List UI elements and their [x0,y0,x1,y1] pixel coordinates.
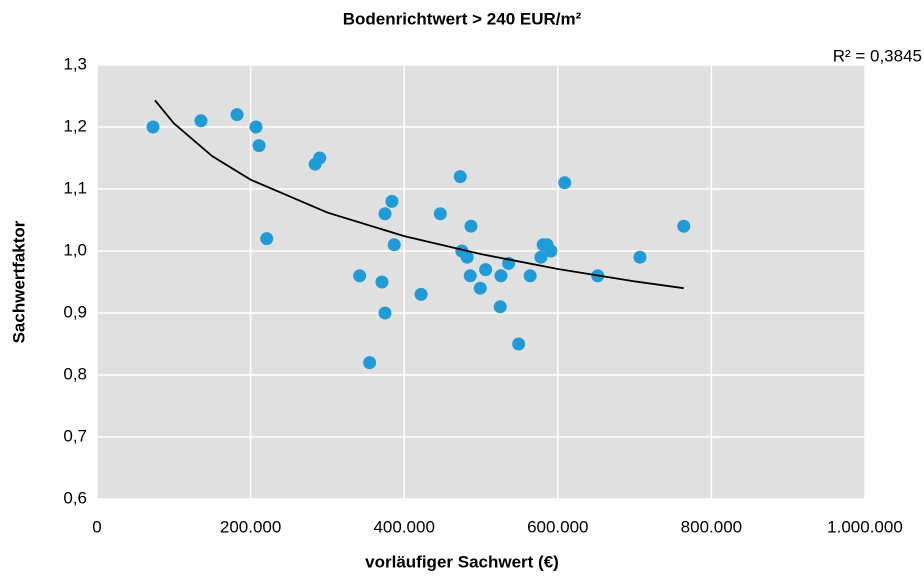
x-tick-label: 800.000 [681,517,742,536]
point [230,108,244,122]
point [558,176,572,190]
point [460,250,474,264]
point [493,300,507,314]
point [378,306,392,320]
point [414,287,428,301]
point [433,207,447,221]
point [494,269,508,283]
point [378,207,392,221]
y-axis-label: Sachwertfaktor [9,220,28,343]
point [473,281,487,295]
x-tick-label: 600.000 [527,517,588,536]
chart-title: Bodenrichtwert > 240 EUR/m² [343,9,582,28]
point [479,263,493,277]
point [313,151,327,165]
y-tick-label: 0,8 [63,364,87,383]
point [534,250,548,264]
x-tick-label: 400.000 [373,517,434,536]
trendline [154,99,684,290]
y-tick-label: 0,7 [63,426,87,445]
y-tick-label: 1,0 [63,240,87,259]
point [463,269,477,283]
point [544,244,558,258]
point [512,337,526,351]
y-tick-label: 1,1 [63,178,87,197]
x-tick-label: 0 [92,517,101,536]
point [252,139,266,153]
x-tick-label: 1.000.000 [827,517,903,536]
y-tick-label: 1,2 [63,116,87,135]
point [363,356,377,370]
point [453,170,467,184]
point [464,219,478,233]
x-tick-label: 200.000 [220,517,281,536]
r-squared: R² = 0,3845 [833,46,922,65]
point [523,269,537,283]
point [260,232,274,246]
point [375,275,389,289]
point [353,269,367,283]
point [194,114,208,128]
point [249,120,263,134]
y-tick-label: 0,6 [63,488,87,507]
y-tick-label: 0,9 [63,302,87,321]
point [385,194,399,208]
point [387,238,401,252]
point [677,219,691,233]
point [633,250,647,264]
point [146,120,160,134]
y-tick-label: 1,3 [63,54,87,73]
x-axis-label: vorläufiger Sachwert (€) [365,552,559,571]
